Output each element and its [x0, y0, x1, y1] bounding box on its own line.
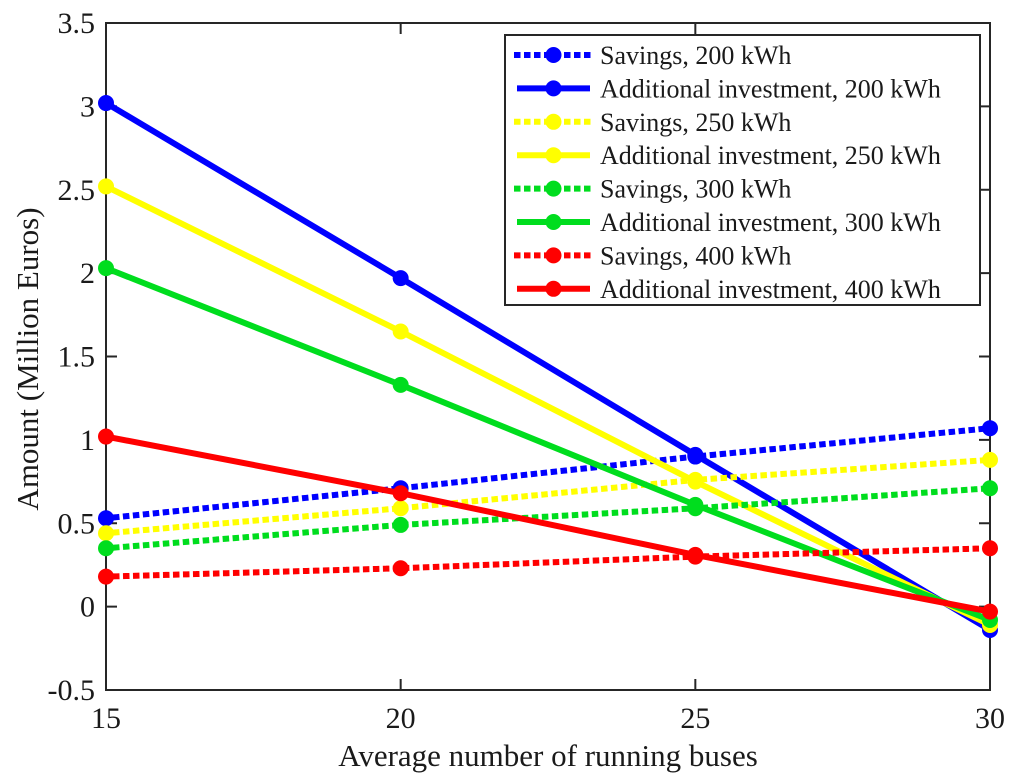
series-0	[98, 420, 998, 527]
y-axis-tick-label: 0.5	[58, 507, 96, 540]
series-5	[98, 260, 998, 628]
series-marker	[98, 428, 114, 445]
series-line	[103, 100, 993, 633]
legend-label: Additional investment, 200 kWh	[600, 74, 941, 103]
x-axis-tick-label: 15	[91, 702, 121, 735]
series-line	[102, 424, 994, 522]
series-7	[98, 428, 998, 620]
y-axis-tick-label: -0.5	[48, 674, 96, 707]
series-marker	[687, 496, 704, 513]
x-axis-tick-label: 30	[975, 702, 1005, 735]
legend-entry: Savings, 250 kWh	[514, 108, 791, 137]
legend-marker	[545, 214, 562, 230]
series-line	[103, 265, 993, 623]
legend-label: Additional investment, 250 kWh	[600, 141, 941, 170]
series-marker	[98, 178, 114, 195]
series-marker	[98, 95, 114, 112]
legend-marker	[545, 47, 562, 63]
legend-entry: Additional investment, 200 kWh	[517, 74, 941, 103]
y-axis-tick-label: 3	[80, 90, 95, 123]
legend-marker	[545, 247, 562, 264]
legend-box	[504, 34, 981, 306]
legend-marker	[545, 280, 562, 297]
series-marker	[98, 525, 114, 542]
series-line	[102, 456, 994, 537]
series-marker	[982, 603, 998, 620]
legend-entry: Additional investment, 300 kWh	[517, 208, 941, 237]
legend-label: Savings, 200 kWh	[600, 41, 791, 70]
series-line	[102, 485, 994, 552]
legend-entry: Additional investment, 400 kWh	[517, 275, 941, 304]
series-marker	[392, 270, 409, 287]
legend-marker	[545, 147, 562, 164]
x-axis-title: Average number of running buses	[338, 738, 758, 773]
series-marker	[98, 540, 114, 557]
series-marker	[98, 510, 114, 527]
y-axis-title: Amount (Million Euros)	[10, 207, 45, 511]
legend-marker	[545, 80, 562, 97]
y-axis-tick-label: 0	[80, 591, 95, 624]
series-marker	[98, 568, 114, 585]
series-marker	[982, 420, 998, 437]
series-4	[98, 480, 998, 557]
legend-entry: Savings, 300 kWh	[514, 175, 791, 204]
legend-label: Additional investment, 300 kWh	[600, 208, 941, 237]
legend-label: Savings, 400 kWh	[600, 241, 791, 270]
legend-marker	[545, 113, 562, 130]
y-axis-tick-label: 3.5	[58, 7, 96, 40]
series-marker	[687, 473, 704, 490]
y-axis-tick-label: 2	[80, 257, 95, 290]
series-marker	[392, 323, 409, 340]
y-axis-tick-label: 2.5	[58, 174, 96, 207]
y-axis-tick-label: 1.5	[58, 341, 96, 374]
series-marker	[392, 485, 409, 502]
series-marker	[687, 446, 704, 463]
series-marker	[687, 546, 704, 563]
series-marker	[392, 516, 409, 533]
series-line	[103, 433, 993, 615]
series-marker	[982, 451, 998, 468]
series-line	[102, 545, 994, 580]
legend-entry: Savings, 400 kWh	[514, 241, 791, 270]
x-axis-tick-label: 25	[680, 702, 710, 735]
series-marker	[392, 560, 409, 577]
legend-label: Additional investment, 400 kWh	[600, 275, 941, 304]
x-axis-tick-label: 20	[386, 702, 416, 735]
y-axis-tick-label: 1	[80, 424, 95, 457]
legend-entry: Savings, 200 kWh	[514, 41, 791, 70]
legend-entry: Additional investment, 250 kWh	[517, 141, 941, 170]
legend: Savings, 200 kWh Additional investment, 2…	[504, 34, 981, 306]
series-marker	[392, 376, 409, 393]
series-marker	[982, 480, 998, 497]
series-marker	[392, 500, 409, 517]
series-marker	[982, 540, 998, 557]
legend-label: Savings, 300 kWh	[600, 175, 791, 204]
series-marker	[98, 260, 114, 277]
legend-marker	[545, 180, 562, 197]
legend-label: Savings, 250 kWh	[600, 108, 791, 137]
